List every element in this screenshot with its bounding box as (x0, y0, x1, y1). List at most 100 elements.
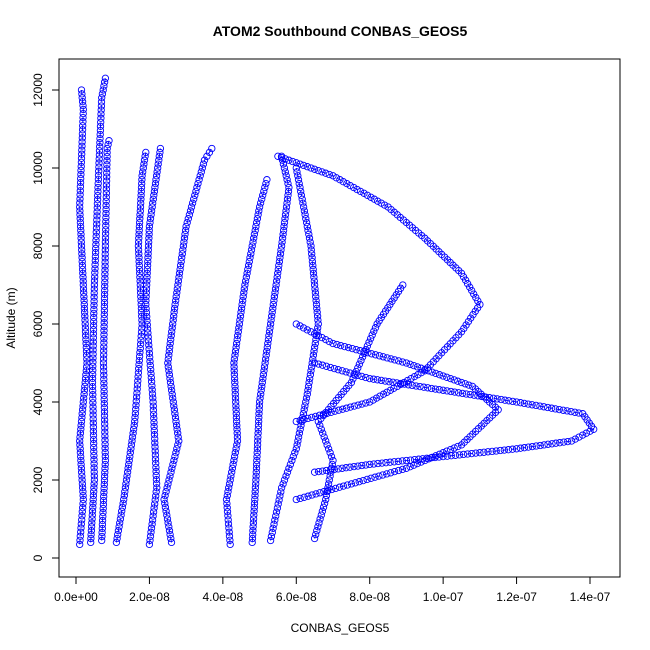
data-point (143, 273, 151, 281)
data-point (281, 155, 289, 163)
data-point (92, 244, 100, 253)
data-point (468, 286, 476, 295)
data-point (152, 459, 160, 467)
data-point (140, 160, 148, 168)
data-point (285, 464, 293, 472)
data-point (94, 183, 102, 192)
data-point (101, 444, 109, 452)
data-point (225, 528, 233, 536)
data-point (226, 476, 234, 484)
data-point (132, 397, 140, 405)
data-point (262, 351, 270, 359)
data-point (142, 293, 150, 301)
data-point (364, 349, 372, 357)
data-point (135, 218, 144, 227)
data-point (571, 435, 579, 443)
data-point (102, 205, 110, 214)
data-point (266, 536, 275, 545)
data-point (138, 324, 146, 332)
data-point (255, 402, 264, 410)
data-point (81, 328, 90, 336)
data-point (280, 218, 289, 227)
series-4 (142, 144, 165, 549)
data-point (149, 402, 157, 410)
data-point (367, 474, 375, 482)
data-point (238, 300, 246, 309)
data-point (87, 538, 95, 547)
data-point (78, 413, 86, 422)
data-point (150, 431, 159, 439)
data-point (126, 449, 134, 457)
data-point (151, 455, 160, 463)
data-point (283, 176, 291, 184)
data-point (252, 468, 260, 476)
data-point (82, 339, 90, 348)
data-point (123, 472, 131, 480)
data-point (93, 220, 101, 228)
data-point (225, 524, 233, 532)
data-point (302, 218, 311, 227)
data-point (77, 520, 85, 528)
data-point (556, 439, 564, 447)
data-point (391, 356, 399, 364)
data-point (77, 158, 86, 166)
data-point (250, 511, 258, 519)
data-point (89, 342, 97, 350)
data-point (223, 491, 231, 500)
data-point (373, 376, 382, 384)
data-point (274, 500, 282, 508)
data-point (474, 297, 482, 305)
data-point (76, 429, 85, 437)
data-point (476, 449, 484, 457)
data-point (257, 386, 265, 394)
data-point (90, 277, 99, 285)
data-point (100, 82, 108, 90)
data-point (144, 329, 152, 337)
data-point (77, 421, 85, 430)
data-point (196, 172, 204, 180)
data-point (263, 343, 271, 352)
data-point (342, 404, 351, 412)
data-point (399, 281, 407, 289)
data-point (310, 330, 319, 338)
data-point (156, 148, 164, 157)
data-point (172, 449, 180, 457)
plot-area (58, 58, 621, 578)
data-point (296, 322, 304, 330)
data-point (255, 203, 264, 211)
data-point (77, 154, 86, 162)
data-point (303, 222, 311, 231)
data-point (294, 172, 302, 180)
data-point (78, 98, 87, 106)
data-point (355, 360, 364, 368)
data-point (96, 126, 105, 135)
data-point (374, 197, 382, 205)
data-point (271, 516, 279, 524)
data-point (356, 187, 365, 196)
data-point (78, 254, 86, 262)
data-point (255, 417, 263, 426)
data-point (143, 261, 152, 270)
data-point (166, 374, 174, 383)
data-point (90, 297, 98, 305)
data-point (362, 399, 370, 407)
data-point (171, 410, 179, 418)
data-point (304, 382, 313, 391)
data-point (97, 102, 106, 110)
data-point (370, 460, 378, 468)
data-point (284, 179, 292, 188)
data-point (134, 246, 143, 254)
data-point (424, 367, 433, 375)
data-point (143, 277, 151, 285)
data-point (232, 402, 240, 410)
data-point (516, 399, 525, 407)
data-point (76, 445, 84, 453)
data-point (252, 460, 261, 469)
data-point (119, 499, 127, 508)
data-point (79, 105, 87, 114)
data-point (135, 261, 143, 270)
data-point (79, 118, 87, 126)
data-point (310, 273, 318, 281)
data-point (320, 433, 328, 441)
y-tick-label: 2000 (31, 466, 45, 493)
